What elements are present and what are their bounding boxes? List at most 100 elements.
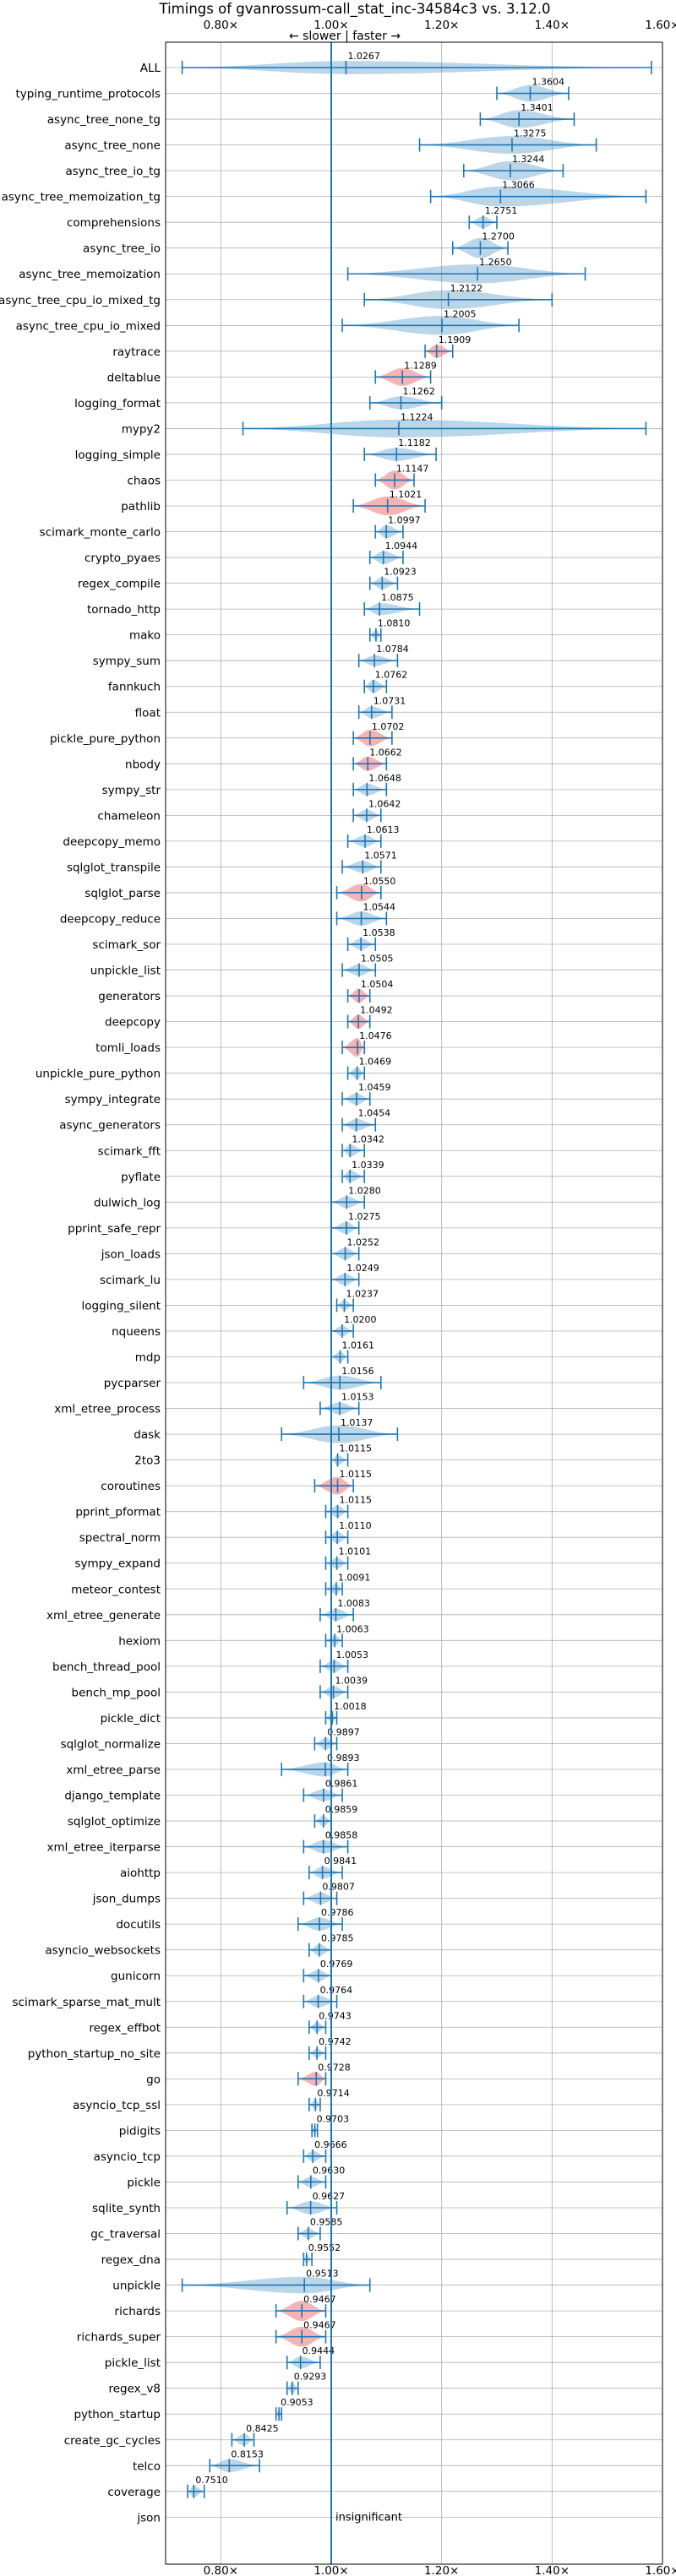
value-label: 0.9897 <box>327 1726 360 1737</box>
value-label: 0.9807 <box>322 1882 355 1893</box>
value-label: 1.3401 <box>521 102 553 113</box>
value-label: 1.0249 <box>346 1263 379 1274</box>
category-label: sympy_integrate <box>65 1093 161 1106</box>
category-label: comprehensions <box>67 216 161 230</box>
category-label: python_startup <box>74 2408 161 2421</box>
value-label: 0.9728 <box>318 2062 351 2073</box>
value-label: 0.9743 <box>319 2010 352 2021</box>
category-label: sympy_str <box>102 784 161 797</box>
x-tick-label-top: 0.80× <box>204 19 238 32</box>
category-label: float <box>135 706 161 720</box>
value-label: 1.0944 <box>385 541 418 552</box>
value-label: 1.0571 <box>364 850 397 861</box>
category-label: mdp <box>135 1351 161 1365</box>
value-label: 1.0648 <box>368 773 401 784</box>
insignificant-note: insignificant <box>335 2511 402 2524</box>
value-label: 0.9769 <box>320 1959 353 1970</box>
category-label: xml_etree_generate <box>46 1609 161 1622</box>
category-label: sqlglot_transpile <box>67 861 161 874</box>
value-label: 1.0997 <box>388 515 421 526</box>
category-label: nqueens <box>112 1325 161 1339</box>
value-label: 0.9552 <box>308 2242 341 2253</box>
value-label: 1.0237 <box>346 1288 379 1299</box>
value-label: 1.0459 <box>358 1082 391 1093</box>
category-label: regex_dna <box>101 2253 161 2267</box>
value-label: 1.0342 <box>352 1133 384 1144</box>
category-label: telco <box>133 2459 161 2473</box>
value-labels: 1.0267 1.3604 1.3401 1.3275 1.3244 1.3066 1.27… <box>195 51 564 2524</box>
value-label: 1.0923 <box>384 567 417 578</box>
value-label: 1.0115 <box>340 1443 373 1454</box>
value-label: 1.0083 <box>337 1598 370 1609</box>
category-label: async_tree_cpu_io_mixed <box>16 319 161 333</box>
category-label: aiohttp <box>120 1867 161 1880</box>
category-label: sqlglot_parse <box>84 887 161 900</box>
value-label: 1.0053 <box>335 1649 368 1660</box>
value-label: 0.9293 <box>294 2372 327 2383</box>
category-label: logging_silent <box>82 1299 161 1312</box>
value-label: 1.0762 <box>375 670 408 681</box>
category-label: richards_super <box>77 2331 161 2345</box>
value-label: 1.0137 <box>341 1417 373 1428</box>
category-label: scimark_fft <box>98 1144 161 1158</box>
value-label: 0.9585 <box>310 2217 343 2228</box>
value-label: 1.1289 <box>404 360 437 371</box>
category-label: chameleon <box>97 809 161 823</box>
value-label: 1.0267 <box>347 51 380 62</box>
x-tick-label-top: 1.00× <box>313 19 348 32</box>
category-label: deltablue <box>107 371 161 384</box>
value-label: 0.9785 <box>321 1933 354 1944</box>
value-label: 1.0454 <box>358 1108 391 1119</box>
value-label: 0.9630 <box>313 2165 346 2176</box>
x-tick-label-top: 1.40× <box>535 19 570 32</box>
value-label: 0.9786 <box>321 1907 354 1918</box>
category-label: richards <box>115 2305 161 2318</box>
category-label: pidigits <box>119 2124 161 2138</box>
value-label: 1.0091 <box>338 1572 371 1583</box>
category-label: async_tree_none <box>64 139 161 153</box>
category-label: unpickle <box>112 2280 161 2293</box>
category-label: async_tree_cpu_io_mixed_tg <box>0 294 161 307</box>
value-label: 1.0550 <box>363 876 396 887</box>
category-label: sympy_sum <box>93 655 161 668</box>
category-label: async_tree_memoization <box>19 268 161 281</box>
category-label: raytrace <box>112 345 161 359</box>
category-label: coverage <box>107 2486 161 2499</box>
value-label: 1.0538 <box>363 927 395 938</box>
value-label: 0.9859 <box>325 1804 358 1815</box>
x-tick-label-bottom: 0.80× <box>204 2564 238 2576</box>
x-tick-label-bottom: 1.00× <box>313 2564 348 2576</box>
category-label: python_startup_no_site <box>28 2047 161 2061</box>
value-label: 0.9742 <box>319 2036 352 2047</box>
value-label: 0.9444 <box>303 2345 335 2356</box>
category-label: django_template <box>64 1790 161 1803</box>
category-label: async_generators <box>59 1119 161 1133</box>
category-label: pickle_pure_python <box>50 732 161 746</box>
value-label: 1.3244 <box>512 154 545 165</box>
category-label: dulwich_log <box>94 1196 161 1209</box>
category-label: async_tree_io <box>83 242 161 256</box>
category-label: deepcopy <box>105 1016 161 1030</box>
category-label: 2to3 <box>134 1454 161 1468</box>
x-tick-label-top: 1.20× <box>424 19 459 32</box>
category-label: create_gc_cycles <box>64 2434 161 2448</box>
category-label: sympy_expand <box>74 1557 161 1571</box>
value-label: 0.9714 <box>317 2088 350 2099</box>
value-label: 1.1909 <box>439 334 472 345</box>
category-label: docutils <box>116 1918 161 1932</box>
category-label: chaos <box>127 474 161 487</box>
category-label: tomli_loads <box>95 1041 161 1055</box>
x-tick-label-bottom: 1.40× <box>535 2564 570 2576</box>
category-label: scimark_lu <box>100 1274 161 1287</box>
value-label: 1.2751 <box>485 205 518 216</box>
category-label: ALL <box>140 62 161 75</box>
value-label: 1.0702 <box>372 721 405 732</box>
category-label: asyncio_tcp <box>94 2150 161 2164</box>
category-label: pycparser <box>104 1377 161 1390</box>
axes: 0.80× 0.80× 1.00× 1.00× 1.20× 1.20× 1.40× 1.40×… <box>165 19 676 2576</box>
value-label: 1.0039 <box>335 1675 368 1686</box>
x-tick-label-bottom: 1.60× <box>645 2564 676 2576</box>
category-label: pprint_safe_repr <box>68 1222 161 1236</box>
category-label: pyflate <box>121 1171 161 1184</box>
category-label: mako <box>129 629 161 643</box>
